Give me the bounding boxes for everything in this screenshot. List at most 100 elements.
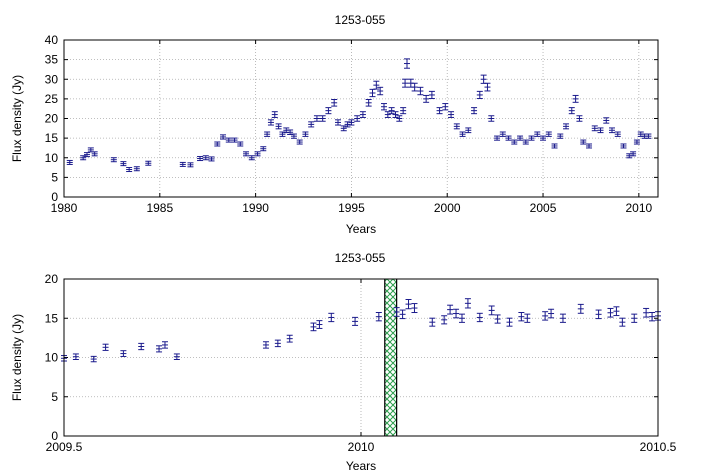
- top-data-points: [66, 58, 652, 173]
- data-point: [91, 151, 98, 157]
- data-point: [354, 115, 361, 122]
- data-point: [476, 312, 483, 323]
- data-point: [328, 312, 335, 323]
- data-point: [325, 107, 332, 115]
- data-point: [365, 99, 372, 107]
- data-point: [83, 152, 90, 158]
- data-point: [161, 341, 168, 349]
- data-point: [90, 355, 97, 363]
- data-point: [557, 133, 564, 139]
- data-point: [260, 146, 267, 152]
- data-point: [607, 307, 614, 318]
- data-point: [494, 135, 501, 141]
- data-point: [369, 88, 376, 98]
- data-point: [619, 317, 626, 327]
- data-point: [545, 131, 552, 137]
- data-point: [352, 316, 359, 326]
- bottom-axis-ticks: 2009.5 2010 2010.5 0 5 10 15 20: [45, 272, 677, 454]
- bottom-grid: [63, 278, 659, 437]
- data-point: [595, 309, 602, 320]
- data-point: [310, 322, 317, 332]
- data-point: [87, 147, 94, 153]
- x-tick-label: 2010.5: [640, 440, 677, 454]
- data-point: [133, 166, 140, 172]
- data-point: [540, 135, 547, 141]
- data-point: [442, 103, 449, 111]
- y-tick-label: 20: [45, 112, 59, 126]
- y-tick-label: 30: [45, 72, 59, 86]
- data-point: [534, 131, 541, 137]
- data-point: [447, 304, 454, 315]
- data-point: [471, 107, 478, 115]
- highlight-band: [384, 279, 397, 436]
- data-point: [559, 313, 566, 323]
- data-point: [563, 123, 570, 130]
- data-point: [319, 115, 326, 122]
- data-point: [631, 313, 638, 323]
- data-point: [548, 308, 555, 319]
- data-point: [620, 143, 627, 149]
- data-point: [384, 111, 391, 118]
- data-point: [274, 339, 281, 348]
- data-point: [120, 350, 127, 357]
- y-tick-label: 0: [51, 429, 58, 443]
- data-point: [173, 353, 180, 360]
- data-point: [187, 162, 194, 168]
- data-point: [411, 303, 418, 314]
- data-point: [476, 90, 483, 100]
- data-point: [264, 131, 271, 137]
- data-point: [484, 82, 491, 92]
- data-point: [400, 107, 407, 115]
- y-tick-label: 25: [45, 92, 59, 106]
- x-tick-label: 2009.5: [46, 440, 83, 454]
- top-plot-frame: [63, 39, 659, 198]
- data-point: [72, 353, 79, 360]
- top-x-axis-label: Years: [346, 222, 376, 236]
- bottom-plot-frame: [63, 278, 659, 437]
- data-point: [110, 157, 117, 163]
- data-point: [348, 119, 355, 126]
- data-point: [403, 58, 410, 69]
- data-point: [231, 137, 238, 143]
- data-point: [399, 309, 406, 320]
- data-point: [126, 167, 133, 173]
- data-point: [331, 99, 338, 107]
- data-point: [225, 137, 232, 143]
- data-point: [179, 161, 186, 167]
- y-tick-label: 15: [45, 131, 59, 145]
- data-point: [586, 143, 593, 149]
- data-point: [580, 139, 587, 145]
- x-tick-label: 2010: [348, 440, 375, 454]
- data-point: [275, 123, 282, 130]
- x-tick-label: 1995: [338, 201, 365, 215]
- data-point: [145, 160, 152, 166]
- data-point: [488, 115, 495, 122]
- bottom-chart-title: 1253-055: [335, 251, 386, 265]
- data-point: [313, 115, 320, 122]
- y-tick-label: 0: [51, 190, 58, 204]
- data-point: [267, 119, 274, 126]
- data-point: [436, 107, 443, 115]
- data-point: [279, 131, 286, 137]
- data-point: [417, 86, 424, 96]
- data-point: [459, 131, 466, 137]
- x-tick-label: 2005: [530, 201, 557, 215]
- data-point: [411, 82, 418, 92]
- bottom-data-points: [61, 298, 661, 363]
- data-point: [423, 94, 430, 103]
- data-point: [453, 308, 460, 319]
- data-point: [649, 312, 656, 322]
- data-point: [388, 107, 395, 115]
- data-point: [316, 320, 323, 329]
- y-tick-label: 40: [45, 33, 59, 47]
- data-point: [405, 299, 412, 310]
- data-point: [613, 306, 620, 317]
- data-point: [340, 125, 347, 132]
- data-point: [214, 141, 221, 147]
- top-axis-ticks: 1980 1985 1990 1995 2000 2005 2010 0 5 10 15 20 25 30…: [45, 33, 658, 215]
- data-point: [528, 135, 535, 141]
- data-point: [441, 315, 448, 325]
- y-tick-label: 5: [51, 170, 58, 184]
- data-point: [568, 107, 575, 115]
- data-point: [373, 80, 380, 90]
